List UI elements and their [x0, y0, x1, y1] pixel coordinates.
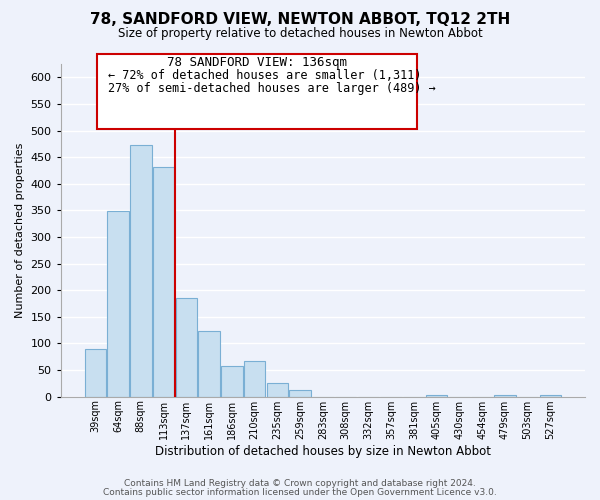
- Bar: [266, 384, 288, 396]
- Text: Contains HM Land Registry data © Crown copyright and database right 2024.: Contains HM Land Registry data © Crown c…: [124, 479, 476, 488]
- Bar: [221, 366, 242, 396]
- Text: Contains public sector information licensed under the Open Government Licence v3: Contains public sector information licen…: [103, 488, 497, 497]
- Bar: [176, 298, 197, 396]
- X-axis label: Distribution of detached houses by size in Newton Abbot: Distribution of detached houses by size …: [155, 444, 491, 458]
- Bar: [130, 146, 152, 396]
- Text: Size of property relative to detached houses in Newton Abbot: Size of property relative to detached ho…: [118, 28, 482, 40]
- Text: ← 72% of detached houses are smaller (1,311): ← 72% of detached houses are smaller (1,…: [108, 69, 421, 82]
- Bar: [289, 390, 311, 396]
- Y-axis label: Number of detached properties: Number of detached properties: [15, 142, 25, 318]
- Bar: [107, 212, 129, 396]
- Text: 27% of semi-detached houses are larger (489) →: 27% of semi-detached houses are larger (…: [108, 82, 436, 96]
- Text: 78 SANDFORD VIEW: 136sqm: 78 SANDFORD VIEW: 136sqm: [167, 56, 347, 68]
- FancyBboxPatch shape: [97, 54, 417, 129]
- Bar: [244, 361, 265, 396]
- Bar: [85, 349, 106, 397]
- Text: 78, SANDFORD VIEW, NEWTON ABBOT, TQ12 2TH: 78, SANDFORD VIEW, NEWTON ABBOT, TQ12 2T…: [90, 12, 510, 28]
- Bar: [198, 331, 220, 396]
- Bar: [153, 167, 175, 396]
- Bar: [494, 395, 515, 396]
- Bar: [426, 395, 448, 396]
- Bar: [539, 395, 561, 396]
